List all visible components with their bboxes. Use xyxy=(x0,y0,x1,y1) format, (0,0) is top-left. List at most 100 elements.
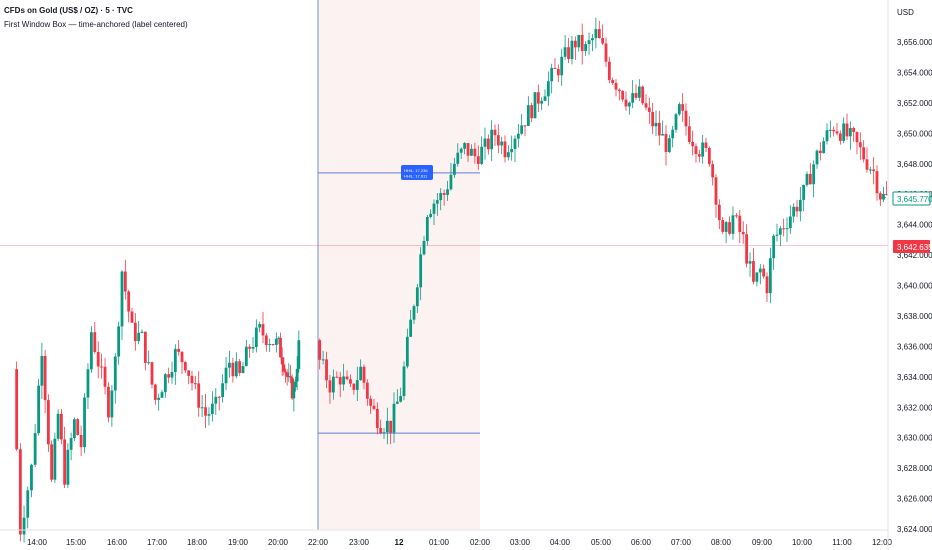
candle-body-up xyxy=(671,129,675,139)
box-label[interactable]: HH/L: 17,236 HH/L: 17,911 xyxy=(401,165,433,180)
y-tick-label: 3,628.000 xyxy=(897,464,932,473)
candle-body-up xyxy=(392,403,396,433)
candle-body-up xyxy=(654,122,658,127)
candle-body-down xyxy=(711,164,715,178)
candle-body-down xyxy=(289,376,292,378)
candle-body-up xyxy=(120,271,124,327)
candle-body-up xyxy=(520,125,524,134)
candle-body-down xyxy=(180,351,184,363)
y-tick-label: 3,636.000 xyxy=(897,342,932,351)
candle-body-up xyxy=(359,366,363,381)
candle-body-down xyxy=(18,449,22,535)
candle-body-down xyxy=(362,366,366,383)
candle-body-up xyxy=(459,148,463,153)
candle-body-up xyxy=(147,362,151,364)
candle-body-up xyxy=(594,29,598,39)
candle-body-up xyxy=(382,432,386,434)
candle-body-down xyxy=(624,99,628,107)
candle-body-down xyxy=(285,372,289,377)
currency-label[interactable]: USD xyxy=(897,8,914,17)
candle-body-down xyxy=(271,344,275,346)
candle-body-up xyxy=(637,86,641,98)
candle-body-down xyxy=(681,104,685,111)
candle-body-up xyxy=(422,240,426,255)
candle-body-down xyxy=(183,362,187,371)
candle-body-down xyxy=(290,377,294,399)
candle-body-down xyxy=(59,413,63,440)
candle-body-down xyxy=(187,370,191,376)
candle-body-down xyxy=(734,215,738,217)
candle-body-up xyxy=(86,369,90,398)
candle-body-up xyxy=(244,346,248,367)
candle-body-up xyxy=(224,367,228,384)
candle-body-down xyxy=(657,122,661,136)
candle-body-down xyxy=(745,234,749,264)
candle-body-up xyxy=(435,200,439,204)
candle-body-down xyxy=(795,206,799,212)
candle-body-down xyxy=(738,215,742,233)
candle-body-down xyxy=(133,322,137,342)
candle-body-up xyxy=(775,234,779,236)
candle-body-down xyxy=(752,261,755,282)
time-axis[interactable]: 14:00 15:00 16:00 17:00 18:00 19:00 20:00 22:00… xyxy=(0,529,893,547)
candle-body-up xyxy=(513,138,517,149)
candle-body-up xyxy=(113,356,117,391)
candle-body-up xyxy=(631,93,635,103)
candle-body-up xyxy=(221,383,225,398)
price-axis[interactable]: 3,624.000 3,626.000 3,628.000 3,630.000 3,63… xyxy=(887,0,932,550)
candle-body-up xyxy=(550,67,554,82)
candle-body-up xyxy=(173,348,177,373)
candle-body-up xyxy=(56,413,60,439)
candle-body-up xyxy=(415,287,419,307)
candle-body-down xyxy=(204,407,207,416)
x-tick-label: 22:00 xyxy=(308,538,329,547)
chart-title[interactable]: CFDs on Gold (US$ / OZ) · 5 · TVC xyxy=(4,6,133,15)
x-tick-label: 06:00 xyxy=(631,538,652,547)
y-tick-label: 3,632.000 xyxy=(897,403,932,412)
candle-body-down xyxy=(875,171,879,194)
x-tick-label: 18:00 xyxy=(187,538,208,547)
x-tick-label: 10:00 xyxy=(792,538,813,547)
candle-body-up xyxy=(30,464,33,491)
candle-body-down xyxy=(466,143,470,156)
candle-body-up xyxy=(342,376,346,385)
candle-body-down xyxy=(238,361,242,374)
candle-body-up xyxy=(163,374,167,393)
candle-body-up xyxy=(429,213,433,217)
candle-body-down xyxy=(264,335,268,346)
candle-body-up xyxy=(812,164,816,185)
candle-body-down xyxy=(107,386,110,418)
candle-body-up xyxy=(480,146,484,164)
candle-body-down xyxy=(607,61,611,80)
candle-body-down xyxy=(389,420,393,433)
candle-body-up xyxy=(560,56,564,76)
y-tick-label: 3,626.000 xyxy=(897,495,932,504)
candle-body-down xyxy=(103,366,107,387)
candle-body-up xyxy=(798,199,802,212)
candle-body-up xyxy=(40,355,44,386)
y-tick-label: 3,634.000 xyxy=(897,373,932,382)
candle-body-up xyxy=(37,385,41,434)
candle-body-down xyxy=(248,346,252,349)
candle-body-down xyxy=(617,89,621,92)
candle-body-up xyxy=(395,401,399,404)
candle-body-up xyxy=(425,216,429,241)
candle-body-down xyxy=(352,383,356,390)
candle-body-up xyxy=(483,138,487,147)
candle-body-up xyxy=(510,148,514,153)
candle-body-up xyxy=(792,206,796,217)
box-label-bg xyxy=(401,165,433,180)
candle-body-down xyxy=(553,67,557,69)
candle-body-down xyxy=(177,348,181,352)
candle-body-down xyxy=(217,396,221,398)
candle-body-up xyxy=(802,184,806,200)
candle-body-up xyxy=(160,392,164,398)
indicator-label[interactable]: First Window Box — time-anchored (label … xyxy=(4,20,188,29)
candle-body-up xyxy=(805,173,809,185)
candle-body-up xyxy=(292,387,296,399)
candle-body-up xyxy=(577,34,581,48)
candle-body-down xyxy=(852,127,856,133)
candle-body-up xyxy=(825,130,829,142)
y-tick-label: 3,638.000 xyxy=(897,312,932,321)
